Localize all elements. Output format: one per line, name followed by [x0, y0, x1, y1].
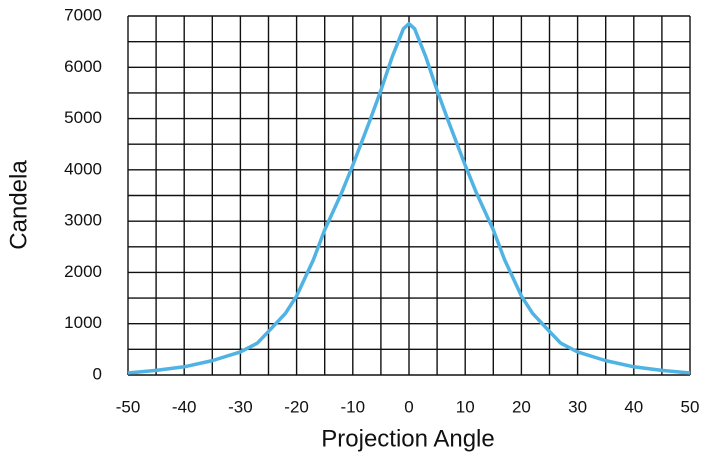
- x-axis-title: Projection Angle: [321, 425, 494, 452]
- y-tick-label: 0: [93, 364, 102, 383]
- x-tick-label: 30: [568, 397, 587, 416]
- x-tick-label: 10: [456, 397, 475, 416]
- y-tick-label: 2000: [64, 262, 102, 281]
- y-tick-label: 7000: [64, 5, 102, 24]
- x-tick-label: 40: [624, 397, 643, 416]
- x-tick-label: -50: [116, 397, 141, 416]
- data-line: [127, 21, 691, 375]
- y-tick-label: 6000: [64, 57, 102, 76]
- x-tick-label: 0: [404, 397, 413, 416]
- y-tick-label: 4000: [64, 159, 102, 178]
- x-tick-label: -20: [284, 397, 309, 416]
- y-tick-label: 3000: [64, 211, 102, 230]
- x-tick-label: -40: [172, 397, 197, 416]
- x-tick-label: 50: [681, 397, 700, 416]
- x-tick-label: -30: [228, 397, 253, 416]
- x-tick-label: 20: [512, 397, 531, 416]
- y-tick-label: 5000: [64, 108, 102, 127]
- x-tick-label: -10: [341, 397, 366, 416]
- y-axis-title: Candela: [5, 160, 32, 250]
- y-tick-label: 1000: [64, 313, 102, 332]
